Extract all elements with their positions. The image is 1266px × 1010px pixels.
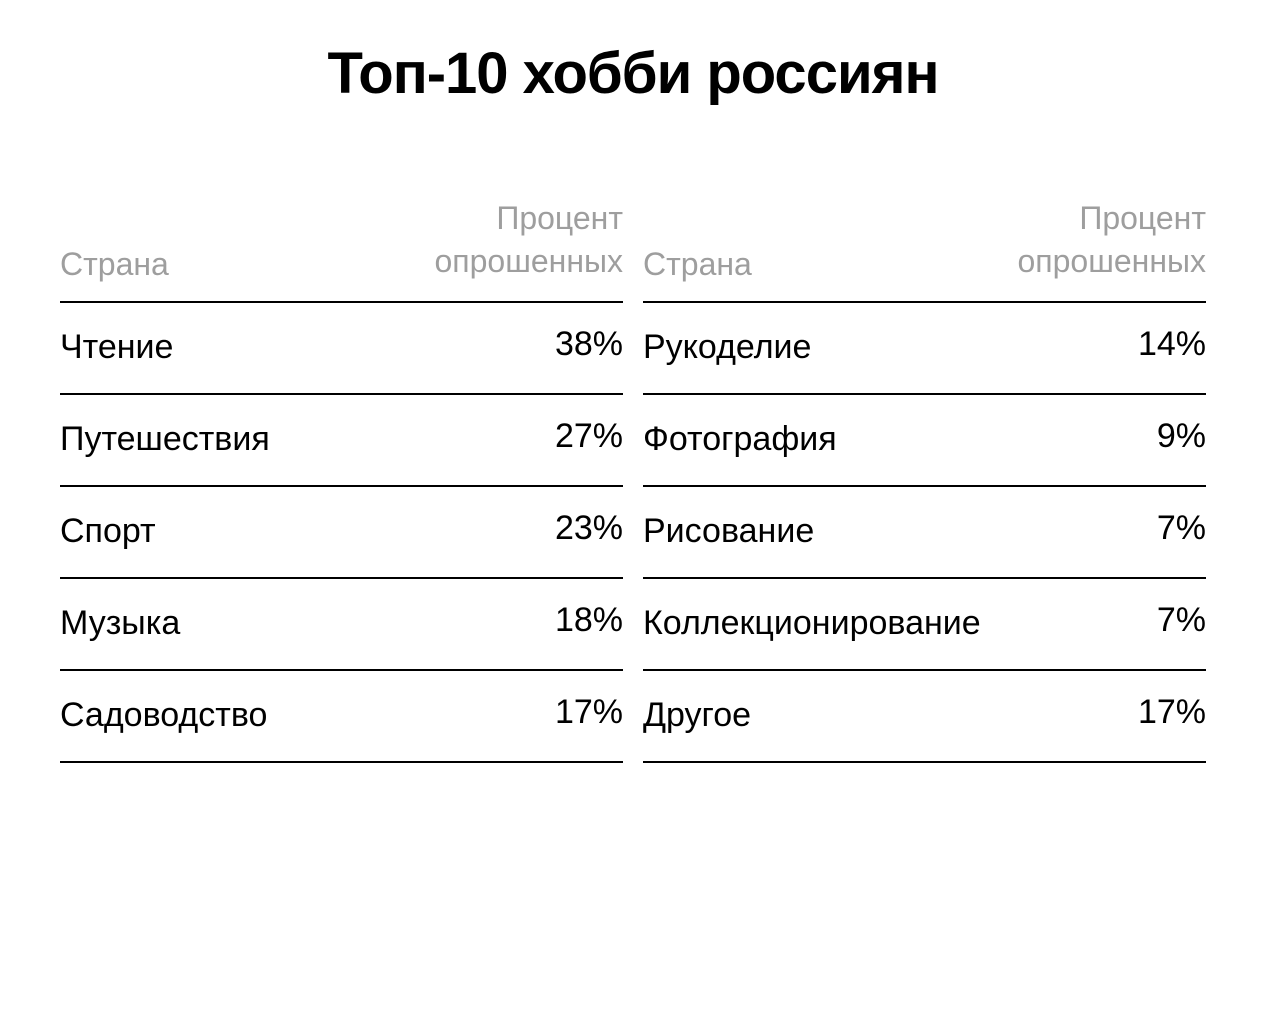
header-country: Страна [643,246,1017,283]
row-value: 14% [1138,325,1206,364]
row-value: 9% [1157,417,1206,456]
table-row: Чтение 38% [60,303,623,395]
table-row: Другое 17% [643,671,1206,763]
table-row: Садоводство 17% [60,671,623,763]
row-label: Рисование [643,509,1157,555]
table-row: Спорт 23% [60,487,623,579]
header-country: Страна [60,246,434,283]
row-label: Спорт [60,509,555,555]
row-label: Чтение [60,325,555,371]
header-percent: Процент опрошенных [434,197,623,283]
table-row: Коллекционирование 7% [643,579,1206,671]
row-value: 17% [555,693,623,732]
left-table: Страна Процент опрошенных Чтение 38% Пут… [60,197,623,763]
header-percent: Процент опрошенных [1017,197,1206,283]
row-label: Другое [643,693,1138,739]
tables-container: Страна Процент опрошенных Чтение 38% Пут… [60,197,1206,763]
page-title: Топ-10 хобби россиян [60,40,1206,107]
table-row: Путешествия 27% [60,395,623,487]
header-percent-line1: Процент [496,200,623,236]
row-value: 17% [1138,693,1206,732]
row-label: Рукоделие [643,325,1138,371]
table-row: Музыка 18% [60,579,623,671]
table-row: Фотография 9% [643,395,1206,487]
row-label: Музыка [60,601,555,647]
header-percent-line1: Процент [1079,200,1206,236]
row-label: Фотография [643,417,1157,463]
row-value: 38% [555,325,623,364]
row-value: 27% [555,417,623,456]
row-label: Садоводство [60,693,555,739]
row-label: Путешествия [60,417,555,463]
row-value: 7% [1157,509,1206,548]
row-label: Коллекционирование [643,601,1157,647]
header-percent-line2: опрошенных [434,243,623,279]
row-value: 23% [555,509,623,548]
table-header: Страна Процент опрошенных [60,197,623,303]
table-row: Рисование 7% [643,487,1206,579]
row-value: 7% [1157,601,1206,640]
right-table: Страна Процент опрошенных Рукоделие 14% … [643,197,1206,763]
table-header: Страна Процент опрошенных [643,197,1206,303]
header-percent-line2: опрошенных [1017,243,1206,279]
table-row: Рукоделие 14% [643,303,1206,395]
row-value: 18% [555,601,623,640]
